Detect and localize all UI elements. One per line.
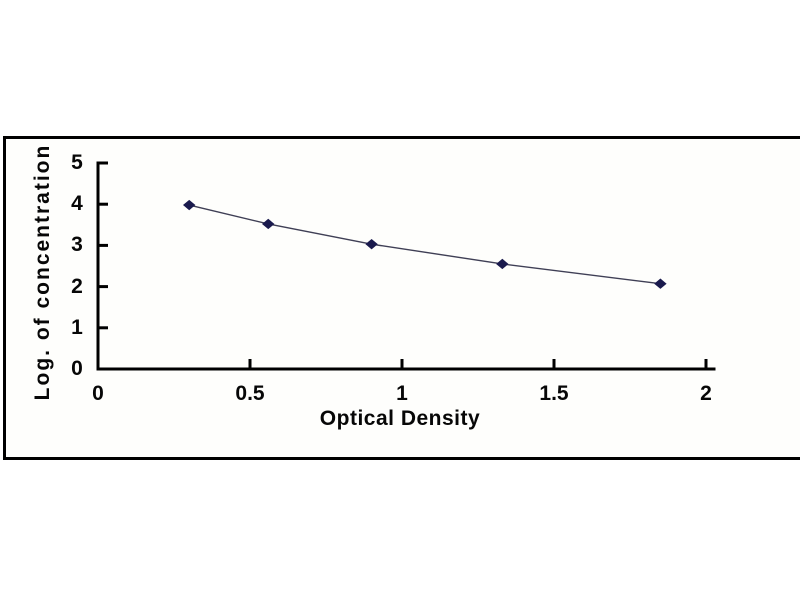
y-tick-label: 1 bbox=[71, 315, 83, 339]
x-tick-label: 2 bbox=[700, 382, 712, 405]
x-tick-label: 0 bbox=[92, 382, 104, 405]
y-tick-label: 0 bbox=[71, 357, 83, 380]
x-tick-label: 0.5 bbox=[235, 382, 265, 405]
y-tick-label: 2 bbox=[71, 274, 83, 298]
x-axis-title: Optical Density bbox=[319, 407, 481, 430]
data-point-marker bbox=[365, 238, 378, 250]
y-tick-label: 3 bbox=[71, 233, 83, 257]
y-axis-title: Log. of concentration bbox=[31, 143, 54, 401]
x-tick-label: 1.5 bbox=[539, 382, 569, 405]
data-line bbox=[189, 204, 661, 285]
data-point-marker bbox=[262, 218, 275, 230]
y-tick-label: 4 bbox=[71, 192, 83, 216]
chart-border-frame bbox=[3, 136, 800, 460]
axis-lines bbox=[96, 161, 716, 371]
data-point-marker bbox=[183, 199, 196, 211]
data-point-marker bbox=[654, 278, 667, 289]
x-tick-label: 1 bbox=[396, 382, 408, 405]
data-point-marker bbox=[496, 258, 509, 270]
y-tick-label: 5 bbox=[71, 151, 83, 174]
